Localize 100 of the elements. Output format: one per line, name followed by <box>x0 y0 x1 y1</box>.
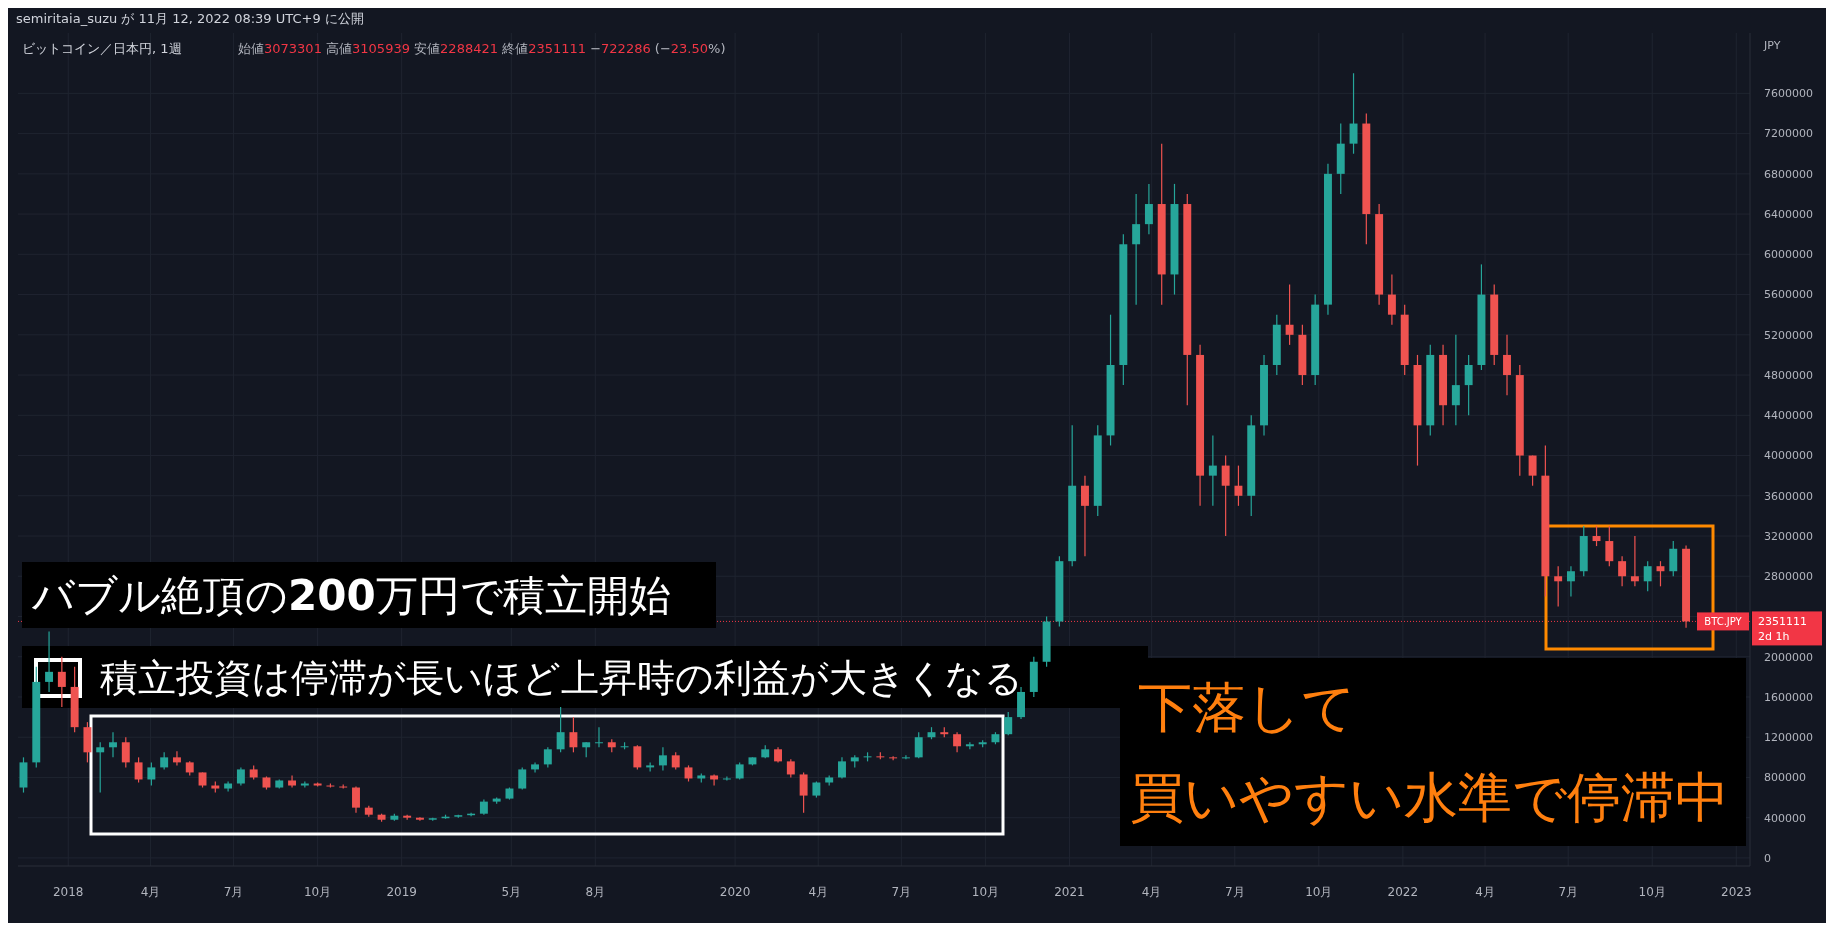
candlestick <box>1234 465 1243 507</box>
x-tick-label: 10月 <box>1305 885 1333 899</box>
candlestick <box>352 785 360 814</box>
x-tick-label: 5月 <box>501 885 522 899</box>
candlestick <box>1605 525 1614 567</box>
candlestick <box>1285 283 1294 346</box>
candlestick <box>646 761 655 773</box>
y-tick-label: 6800000 <box>1764 167 1813 181</box>
y-tick-label: 1600000 <box>1764 690 1813 704</box>
candlestick <box>556 706 565 753</box>
text: semiritaia_suzu が 11月 12, 2022 08:39 UTC+9 に公開 <box>16 11 364 26</box>
y-tick-label: 0 <box>1764 851 1771 865</box>
candlestick <box>45 630 54 693</box>
x-tick-label: 2022 <box>1387 885 1419 899</box>
candlestick <box>415 816 424 822</box>
x-tick-label: 7月 <box>1558 885 1579 899</box>
x-tick-label: 10月 <box>1638 885 1666 899</box>
candlestick <box>786 758 795 779</box>
candlestick <box>889 755 898 761</box>
x-tick-label: 10月 <box>303 885 332 899</box>
candlestick <box>236 766 245 787</box>
x-tick-label: 4月 <box>1475 885 1495 899</box>
candlestick <box>595 726 603 748</box>
text: ビットコイン／日本円, 1週 <box>22 41 182 56</box>
candlestick <box>288 774 297 789</box>
candlestick <box>1081 475 1089 557</box>
annotation: 買いやすい水準で停滞中 <box>1130 766 1729 829</box>
y-tick-label: 400000 <box>1764 811 1806 825</box>
x-tick-label: 4月 <box>1141 885 1162 899</box>
y-tick-label: 3200000 <box>1764 529 1813 543</box>
candlestick <box>224 780 233 793</box>
candlestick <box>1566 565 1575 597</box>
candlestick <box>569 716 578 753</box>
y-tick-label: 6000000 <box>1764 248 1813 262</box>
annotation: BTC.JPY <box>1704 615 1743 627</box>
candlestick <box>1208 434 1217 507</box>
y-tick-label: 5200000 <box>1764 328 1813 342</box>
x-tick-label: 4月 <box>140 885 161 899</box>
x-tick-label: 4月 <box>808 885 829 899</box>
y-tick-label: 6400000 <box>1764 207 1813 221</box>
y-tick-label: 2000000 <box>1764 650 1813 664</box>
annotation: 積立投資は停滞が長いほど上昇時の利益が大きくなる <box>100 656 1023 700</box>
candlestick <box>1669 540 1678 577</box>
x-tick-label: 10月 <box>971 885 1000 899</box>
candlestick <box>543 746 552 769</box>
x-tick-label: 2021 <box>1054 885 1085 899</box>
candlestick <box>633 744 642 771</box>
candlestick <box>953 731 962 753</box>
y-tick-label: 4400000 <box>1764 409 1813 423</box>
y-tick-label: 4000000 <box>1764 449 1813 463</box>
candlestick <box>121 736 130 769</box>
candlestick <box>710 773 719 787</box>
x-tick-label: 2018 <box>52 885 84 899</box>
x-tick-label: 2020 <box>719 885 751 899</box>
candlestick <box>96 741 105 794</box>
x-tick-label: 7月 <box>223 885 244 899</box>
candlestick <box>1451 334 1460 426</box>
x-tick-label: 7月 <box>891 885 912 899</box>
candlestick <box>1618 555 1627 587</box>
candlestick <box>1221 454 1230 537</box>
candlestick <box>965 741 974 750</box>
candlestick <box>134 756 143 784</box>
caption-box: バブル絶頂の200万円で積立開始 <box>22 562 716 628</box>
candlestick <box>1630 535 1639 587</box>
candlestick <box>1004 711 1013 736</box>
y-tick-label: 7600000 <box>1764 87 1813 101</box>
candlestick <box>1132 193 1141 306</box>
ref-line-label: 2351111 <box>1758 615 1807 629</box>
candlestick <box>838 756 846 780</box>
candlestick <box>1349 72 1358 155</box>
candlestick <box>1528 454 1537 487</box>
candlestick <box>1464 354 1473 416</box>
y-tick-label: 3600000 <box>1764 489 1813 503</box>
candlestick <box>1554 565 1563 608</box>
candlestick <box>1643 560 1652 592</box>
candlestick <box>518 766 527 791</box>
y-tick-label: 1200000 <box>1764 731 1813 745</box>
candlestick <box>57 656 66 708</box>
candlestick <box>901 754 910 760</box>
candlestick <box>1144 183 1153 235</box>
candlestick <box>147 761 156 787</box>
text: 2d 1h <box>1758 630 1790 644</box>
y-tick-label: 2800000 <box>1764 570 1813 584</box>
candlestick <box>109 731 117 758</box>
x-tick-label: 7月 <box>1224 885 1245 899</box>
x-tick-label: 2023 <box>1721 885 1752 899</box>
annotation: バブル絶頂の200万円で積立開始 <box>31 571 671 620</box>
candlestick <box>914 731 923 759</box>
y-tick-label: 5600000 <box>1764 288 1813 302</box>
y-axis-title: JPY <box>1763 39 1781 52</box>
candlestick <box>1387 273 1396 326</box>
candlestick <box>172 750 181 766</box>
x-tick-label: 8月 <box>585 885 606 899</box>
candlestick <box>722 775 731 782</box>
x-tick-label: 2019 <box>386 885 417 899</box>
y-tick-label: 7200000 <box>1764 127 1813 141</box>
text: 始値3073301 高値3105939 安値2288421 終値2351111 −722286 (−23.50%) <box>238 41 726 56</box>
y-tick-label: 800000 <box>1764 771 1806 785</box>
y-tick-label: 4800000 <box>1764 368 1813 382</box>
candlestick <box>658 746 667 772</box>
